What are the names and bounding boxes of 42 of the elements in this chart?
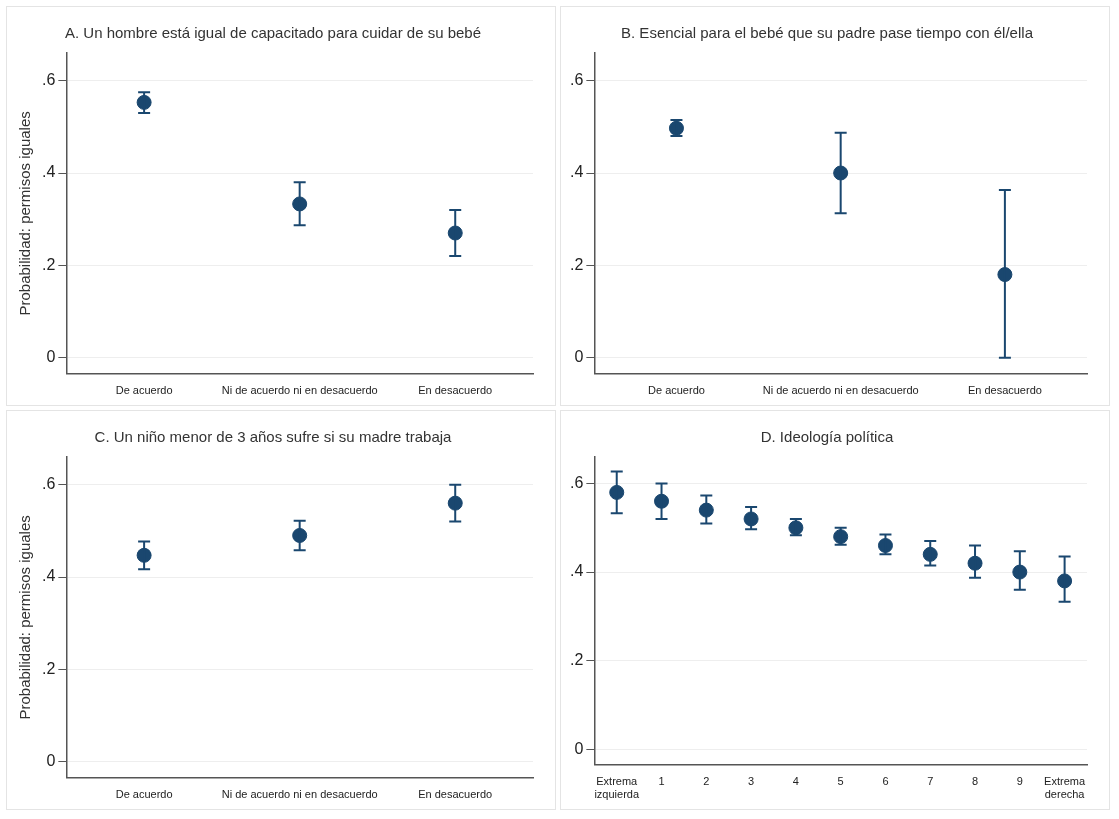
y-tick-label: 0 bbox=[46, 348, 56, 366]
y-tick-label: 0 bbox=[574, 348, 584, 366]
x-tick-label: 5 bbox=[837, 775, 844, 788]
y-tick-label: .2 bbox=[570, 651, 584, 668]
x-tick-label: 3 bbox=[748, 775, 755, 788]
x-tick-label: 1 bbox=[658, 775, 665, 788]
chart-title: A. Un hombre está igual de capacitado para cuidar de su bebé bbox=[64, 24, 482, 42]
x-tick-label: 4 bbox=[792, 775, 799, 788]
x-tick-label: Extrema derecha bbox=[1044, 775, 1086, 801]
x-tick-label: De acuerdo bbox=[115, 788, 173, 801]
y-tick-label: .2 bbox=[42, 255, 56, 273]
y-tick-label: .4 bbox=[570, 163, 584, 181]
y-tick-label: .2 bbox=[570, 255, 584, 273]
x-tick-label: En desacuerdo bbox=[418, 384, 493, 397]
chart-title: B. Esencial para el bebé que su padre pase tiempo con él/ella bbox=[621, 24, 1034, 42]
y-axis-title: Probabilidad: permisos iguales bbox=[16, 515, 34, 720]
y-tick-label: .4 bbox=[570, 562, 584, 580]
x-tick-label: En desacuerdo bbox=[967, 384, 1042, 397]
x-tick-label: De acuerdo bbox=[648, 384, 705, 397]
y-tick-label: .6 bbox=[42, 71, 56, 89]
y-tick-label: .4 bbox=[42, 163, 56, 181]
x-tick-label: 7 bbox=[927, 775, 934, 788]
x-tick-label: 6 bbox=[882, 775, 889, 788]
chart-title: C. Un niño menor de 3 años sufre si su madre trabaja bbox=[94, 428, 453, 446]
y-tick-label: .2 bbox=[42, 659, 56, 677]
x-tick-label: Ni de acuerdo ni en desacuerdo bbox=[762, 384, 919, 397]
x-tick-label: 8 bbox=[971, 775, 979, 788]
y-tick-label: .6 bbox=[570, 473, 584, 491]
y-tick-label: 0 bbox=[46, 752, 56, 770]
x-tick-label: Ni de acuerdo ni en desacuerdo bbox=[221, 384, 378, 397]
y-tick-label: 0 bbox=[574, 739, 584, 757]
x-tick-label: 2 bbox=[703, 775, 710, 788]
x-tick-label: Ni de acuerdo ni en desacuerdo bbox=[221, 788, 378, 801]
y-tick-label: .4 bbox=[42, 567, 56, 585]
x-tick-label: De acuerdo bbox=[115, 384, 173, 397]
x-tick-label: En desacuerdo bbox=[418, 788, 493, 801]
y-tick-label: .6 bbox=[42, 475, 56, 493]
x-tick-label: 9 bbox=[1016, 775, 1023, 788]
y-axis-title: Probabilidad: permisos iguales bbox=[16, 111, 34, 316]
x-tick-label: Extrema izquierda bbox=[594, 775, 640, 801]
chart-title: D. Ideología política bbox=[760, 428, 894, 446]
y-tick-label: .6 bbox=[570, 71, 584, 89]
